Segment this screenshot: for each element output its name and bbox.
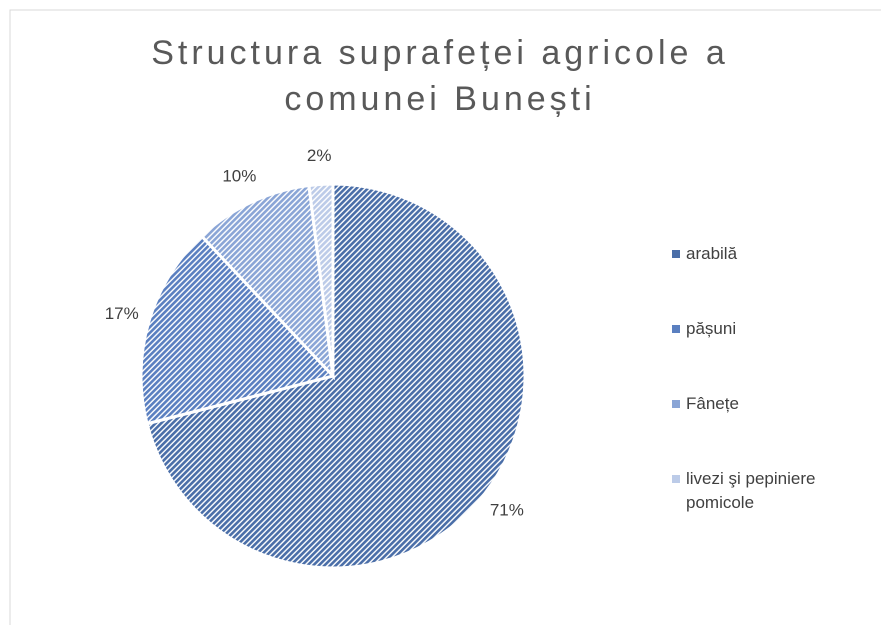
legend-swatch <box>672 250 680 258</box>
data-label: 17% <box>105 304 139 323</box>
legend-label: livezi şi pepiniere pomicole <box>686 469 816 512</box>
slice <box>307 182 335 377</box>
legend-label: Fânețe <box>686 394 739 413</box>
slice <box>199 183 336 381</box>
legend-swatch <box>672 400 680 408</box>
frame <box>9 9 881 625</box>
data-label: 10% <box>222 166 256 185</box>
legend-swatch <box>672 475 680 483</box>
legend-label: arabilă <box>686 244 738 263</box>
chart-title: Structura suprafeței agricole a comunei … <box>151 34 729 118</box>
legend-label: pășuni <box>686 319 737 338</box>
legend-swatch <box>672 325 680 333</box>
slice <box>145 182 527 570</box>
data-label: 2% <box>307 146 332 165</box>
slice <box>139 233 336 426</box>
data-label: 71% <box>490 500 524 519</box>
